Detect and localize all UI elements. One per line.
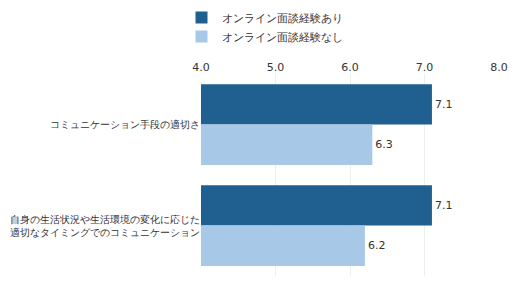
- svg-text:オンライン面談経験なし: オンライン面談経験なし: [222, 31, 343, 44]
- svg-text:7.1: 7.1: [435, 98, 453, 111]
- svg-text:7.0: 7.0: [416, 61, 434, 74]
- svg-text:自身の生活状況や生活環境の変化に応じた適切なタイミングでのコ: 自身の生活状況や生活環境の変化に応じた適切なタイミングでのコミュニケーション: [10, 214, 200, 238]
- svg-text:6.2: 6.2: [368, 239, 386, 252]
- svg-text:4.0: 4.0: [192, 61, 210, 74]
- svg-text:7.1: 7.1: [435, 199, 453, 212]
- svg-text:オンライン面談経験あり: オンライン面談経験あり: [222, 12, 343, 25]
- svg-text:5.0: 5.0: [267, 61, 285, 74]
- svg-text:8.0: 8.0: [490, 61, 508, 74]
- svg-text:コミュニケーション手段の適切さ: コミュニケーション手段の適切さ: [50, 119, 200, 130]
- svg-text:6.3: 6.3: [375, 138, 393, 151]
- svg-text:6.0: 6.0: [341, 61, 359, 74]
